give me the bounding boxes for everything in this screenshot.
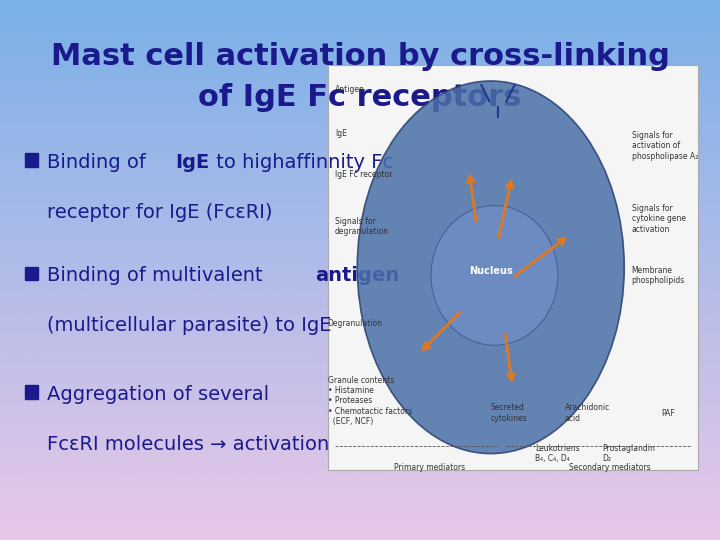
Bar — [25, 267, 38, 280]
Text: Binding of multivalent: Binding of multivalent — [47, 266, 269, 285]
Text: FcεRI molecules → activation: FcεRI molecules → activation — [47, 435, 329, 454]
Text: to highaffinnity Fc: to highaffinnity Fc — [210, 152, 393, 172]
Text: Binding of: Binding of — [47, 152, 152, 172]
Text: Nucleus: Nucleus — [469, 266, 513, 276]
Text: Prostaglandin
D₂: Prostaglandin D₂ — [602, 444, 655, 463]
Ellipse shape — [431, 206, 558, 345]
Bar — [25, 386, 38, 399]
Text: antigen: antigen — [315, 266, 400, 285]
Text: Aggregation of several: Aggregation of several — [47, 384, 269, 404]
Bar — [25, 153, 38, 167]
Text: IgE Fc receptor: IgE Fc receptor — [335, 170, 392, 179]
Text: Arachidonic
acid: Arachidonic acid — [565, 403, 610, 423]
Text: receptor for IgE (FcεRI): receptor for IgE (FcεRI) — [47, 202, 272, 222]
Text: Secreted
cytokines: Secreted cytokines — [491, 403, 527, 423]
Text: PAF: PAF — [662, 409, 675, 417]
Text: Antigen: Antigen — [335, 85, 364, 93]
Text: Signals for
degranulation: Signals for degranulation — [335, 217, 389, 237]
Text: of IgE Fc receptors: of IgE Fc receptors — [198, 83, 522, 112]
Text: Secondary mediators: Secondary mediators — [569, 463, 650, 471]
Text: Primary mediators: Primary mediators — [395, 463, 465, 471]
Text: Granule contents
• Histamine
• Proteases
• Chemotactic factors
  (ECF, NCF): Granule contents • Histamine • Proteases… — [328, 376, 412, 426]
Text: IgE: IgE — [175, 152, 210, 172]
Text: (multicellular parasite) to IgE: (multicellular parasite) to IgE — [47, 316, 331, 335]
Bar — [328, 65, 698, 470]
Text: Signals for
cytokine gene
activation: Signals for cytokine gene activation — [631, 204, 685, 234]
Text: Leukotriens
B₄, C₄, D₄: Leukotriens B₄, C₄, D₄ — [535, 444, 580, 463]
Text: Degranulation: Degranulation — [328, 320, 382, 328]
Text: IgE: IgE — [335, 129, 346, 138]
Text: Signals for
activation of
phospholipase A₂: Signals for activation of phospholipase … — [631, 131, 698, 161]
Ellipse shape — [357, 81, 624, 454]
Text: Mast cell activation by cross-linking: Mast cell activation by cross-linking — [50, 42, 670, 71]
Text: Membrane
phospholipids: Membrane phospholipids — [631, 266, 685, 285]
